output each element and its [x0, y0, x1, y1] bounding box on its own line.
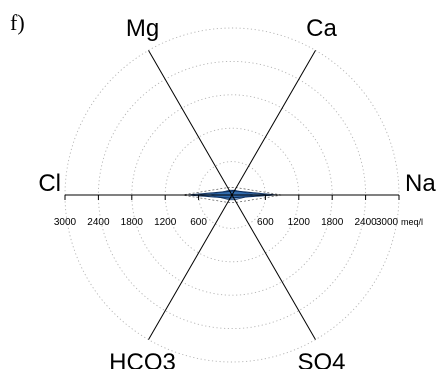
axis-label-na: Na — [405, 170, 436, 197]
panel-label: f) — [10, 10, 25, 35]
tick-label-right-3000: 3000 — [376, 217, 399, 228]
tick-label-left-600: 600 — [190, 217, 207, 228]
tick-label-left-3000: 3000 — [54, 217, 77, 228]
tick-label-left-2400: 2400 — [87, 217, 110, 228]
tick-label-right-1200: 1200 — [288, 217, 311, 228]
tick-label-right-1800: 1800 — [321, 217, 344, 228]
tick-label-left-1800: 1800 — [121, 217, 144, 228]
tick-label-right-600: 600 — [257, 217, 274, 228]
axis-label-mg: Mg — [126, 15, 159, 42]
tick-unit-label: meq/l — [401, 217, 423, 227]
axis-label-ca: Ca — [306, 15, 337, 42]
axis-label-cl: Cl — [38, 170, 61, 197]
tick-label-left-1200: 1200 — [154, 217, 177, 228]
axis-label-so4: SO4 — [297, 349, 345, 369]
tick-label-right-2400: 2400 — [354, 217, 377, 228]
axis-label-hco3: HCO3 — [109, 349, 176, 369]
